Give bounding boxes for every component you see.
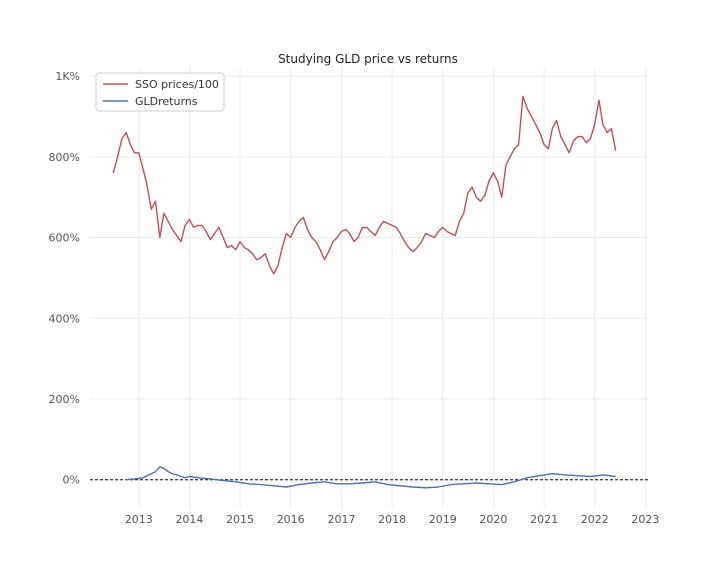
series-line-sso-prices (112, 95, 617, 275)
y-tick-label: 800% (49, 151, 80, 164)
legend-label: GLDreturns (135, 95, 198, 108)
x-tick-label: 2021 (530, 513, 558, 526)
x-tick-label: 2023 (631, 513, 659, 526)
x-tick-label: 2014 (175, 513, 203, 526)
chart-title: Studying GLD price vs returns (278, 52, 458, 66)
y-tick-label: 200% (49, 393, 80, 406)
x-tick-label: 2018 (378, 513, 406, 526)
y-tick-label: 1K% (55, 70, 80, 83)
y-tick-label: 400% (49, 312, 80, 325)
legend: SSO prices/100 GLDreturns (95, 72, 225, 112)
series-line-gld-returns (126, 466, 616, 489)
x-gridlines (138, 68, 646, 508)
series-lines (112, 95, 617, 489)
x-tick-label: 2020 (479, 513, 507, 526)
y-axis-ticks: 0% 200% 400% 600% 800% 1K% (49, 70, 80, 487)
x-tick-label: 2019 (429, 513, 457, 526)
x-tick-label: 2017 (327, 513, 355, 526)
x-tick-label: 2015 (226, 513, 254, 526)
x-axis-ticks: 2013 2014 2015 2016 2017 2018 2019 2020 2021 2022… (125, 513, 660, 526)
y-tick-label: 0% (63, 474, 80, 487)
x-tick-label: 2022 (581, 513, 609, 526)
x-tick-label: 2016 (277, 513, 305, 526)
x-tick-label: 2013 (125, 513, 153, 526)
y-tick-label: 600% (49, 232, 80, 245)
legend-label: SSO prices/100 (135, 78, 219, 91)
